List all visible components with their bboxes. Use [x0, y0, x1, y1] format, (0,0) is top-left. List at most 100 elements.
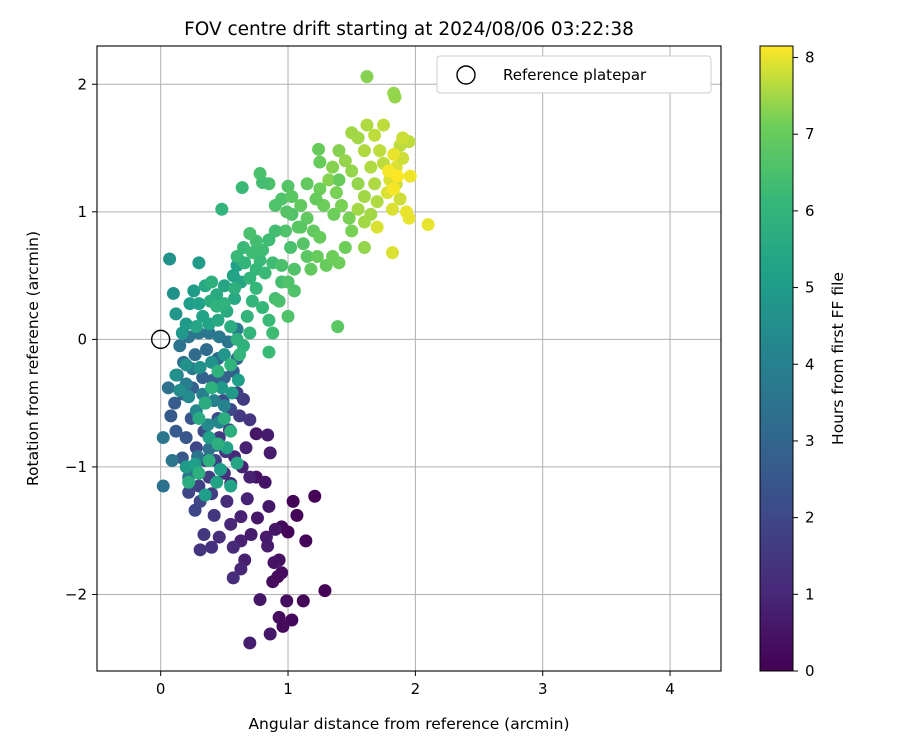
- scatter-point: [169, 307, 183, 321]
- scatter-point: [313, 155, 327, 169]
- scatter-point: [387, 182, 401, 196]
- colorbar-tick-label: 5: [805, 279, 815, 297]
- scatter-point: [351, 202, 365, 216]
- colorbar-tick-label: 4: [805, 355, 815, 373]
- scatter-point: [266, 326, 280, 340]
- scatter-point: [275, 566, 289, 580]
- scatter-point: [173, 383, 187, 397]
- scatter-point: [179, 431, 193, 445]
- scatter-point: [192, 256, 206, 270]
- scatter-point: [163, 252, 177, 266]
- scatter-point: [215, 381, 229, 395]
- scatter-point: [215, 202, 229, 216]
- scatter-point: [268, 198, 282, 212]
- scatter-point: [332, 173, 346, 187]
- scatter-point: [357, 144, 371, 158]
- scatter-point: [300, 249, 314, 263]
- colorbar: 0 1 2 3 4 5 6 7 8 Hours from first FF file: [759, 45, 847, 680]
- scatter-point: [228, 292, 242, 306]
- scatter-point: [357, 241, 371, 255]
- scatter-point: [387, 147, 401, 161]
- scatter-point: [250, 511, 264, 525]
- scatter-point: [192, 297, 206, 311]
- scatter-point: [280, 594, 294, 608]
- scatter-point: [226, 571, 240, 585]
- scatter-point: [197, 528, 211, 542]
- scatter-point: [345, 224, 359, 238]
- scatter-point: [166, 286, 180, 300]
- y-tick-label: 1: [77, 203, 87, 221]
- scatter-point: [240, 309, 254, 323]
- scatter-point: [235, 181, 249, 195]
- scatter-point: [179, 317, 193, 331]
- colorbar-ticks: 0 1 2 3 4 5 6 7 8: [793, 49, 815, 680]
- scatter-point: [258, 266, 272, 280]
- scatter-point: [226, 269, 240, 283]
- scatter-point: [253, 593, 267, 607]
- scatter-point: [249, 427, 263, 441]
- scatter-point: [296, 237, 310, 251]
- colorbar-tick-label: 8: [805, 49, 815, 67]
- scatter-point: [286, 494, 300, 508]
- x-tick-label: 3: [538, 680, 548, 698]
- scatter-point: [304, 262, 318, 276]
- legend-box: [436, 55, 712, 94]
- scatter-point: [263, 446, 277, 460]
- scatter-point: [224, 358, 238, 372]
- legend-entry-reference: Reference platepar: [503, 66, 647, 84]
- scatter-point: [322, 173, 336, 187]
- scatter-point: [249, 281, 263, 295]
- data-points: [156, 70, 435, 650]
- scatter-point: [308, 489, 322, 503]
- colorbar-tick-label: 7: [805, 125, 815, 143]
- scatter-point: [281, 525, 295, 539]
- reference-platepar-marker: [150, 329, 171, 350]
- scatter-point: [243, 413, 257, 427]
- y-axis-ticks: −2 −1 0 1 2: [65, 75, 97, 603]
- x-axis-label: Angular distance from reference (arcmin): [248, 715, 569, 733]
- scatter-point: [228, 281, 242, 295]
- scatter-point: [310, 249, 324, 263]
- scatter-point: [217, 348, 231, 362]
- scatter-point: [188, 348, 202, 362]
- scatter-point: [243, 326, 257, 340]
- y-tick-label: −2: [65, 585, 87, 603]
- scatter-point: [312, 142, 326, 156]
- scatter-point: [388, 90, 402, 104]
- scatter-point: [156, 479, 170, 493]
- scatter-point: [217, 399, 231, 413]
- scatter-point: [281, 309, 295, 323]
- scatter-point: [338, 241, 352, 255]
- scatter-point: [207, 508, 221, 522]
- scatter-point: [287, 284, 301, 298]
- colorbar-label: Hours from first FF file: [829, 272, 847, 445]
- scatter-point: [393, 192, 407, 206]
- scatter-point: [351, 177, 365, 191]
- scatter-point: [280, 205, 294, 219]
- scatter-point: [243, 227, 257, 240]
- scatter-point: [290, 508, 304, 522]
- scatter-point: [360, 70, 374, 84]
- scatter-point: [244, 528, 258, 542]
- scatter-point: [238, 256, 252, 270]
- scatter-point: [211, 313, 225, 327]
- scatter-point: [224, 424, 238, 438]
- chart-title: FOV centre drift starting at 2024/08/06 …: [184, 19, 634, 40]
- scatter-point: [421, 218, 435, 232]
- scatter-point: [211, 364, 225, 378]
- scatter-point: [370, 195, 384, 209]
- scatter-point: [196, 371, 210, 385]
- x-tick-label: 2: [411, 680, 421, 698]
- scatter-point: [281, 179, 295, 193]
- scatter-point: [239, 441, 253, 455]
- scatter-point: [364, 160, 378, 174]
- scatter-point: [313, 230, 327, 244]
- scatter-point: [285, 190, 299, 204]
- scatter-point: [205, 540, 219, 554]
- scatter-point: [262, 345, 276, 359]
- scatter-point: [267, 556, 281, 570]
- scatter-point: [202, 326, 216, 340]
- scatter-point: [373, 144, 387, 158]
- scatter-point: [179, 358, 193, 372]
- scatter-point: [173, 339, 187, 353]
